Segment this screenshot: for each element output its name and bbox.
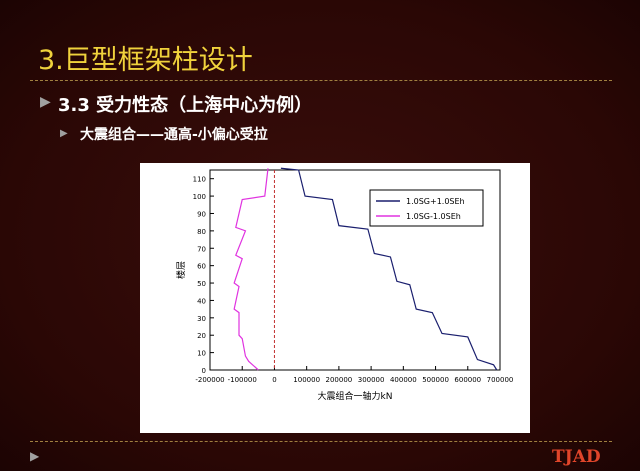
bullet: 3.3 受力性态（上海中心为例） [58,95,313,116]
bullet-icon: ▶ [60,128,68,139]
x-tick-label: 700000 [487,376,514,384]
x-tick-label: 600000 [454,376,481,384]
x-tick-label: -200000 [195,376,224,384]
y-axis-label: 楼层 [175,261,187,279]
sub-bullet: 大震组合——通高-小偏心受拉 [80,127,268,143]
y-tick-label: 30 [197,315,206,323]
y-tick-label: 90 [197,210,206,218]
x-tick-label: 400000 [390,376,417,384]
slide-title: 3.巨型框架柱设计 [38,45,253,76]
plot-frame [209,169,501,371]
legend [369,189,484,227]
divider [30,441,612,442]
y-tick-label: 60 [197,263,206,271]
series-line [233,168,269,371]
y-tick-label: 0 [202,367,206,375]
x-axis-label: 大震组合一轴力kN [318,390,393,402]
legend-label: 1.0SG+1.0SEh [406,197,465,206]
footer-icon: ▶ [30,449,40,463]
series-line [280,167,498,371]
y-tick-label: 100 [193,193,206,201]
y-tick-label: 40 [197,297,206,305]
footer-logo: TJAD [552,447,601,467]
x-tick-label: -100000 [228,376,257,384]
x-tick-label: 500000 [422,376,449,384]
y-tick-label: 20 [197,332,206,340]
y-tick-label: 80 [197,228,206,236]
divider [30,80,612,81]
bullet-icon: ▶ [40,94,51,110]
y-tick-label: 10 [197,350,206,358]
legend-label: 1.0SG-1.0SEh [406,212,461,221]
y-tick-label: 70 [197,245,206,253]
chart: -200000 -100000 0 100000 200000 300000 400000 5… [140,163,530,433]
y-tick-label: 50 [197,280,206,288]
x-tick-label: 0 [272,376,276,384]
x-tick-label: 100000 [293,376,320,384]
y-tick-label: 110 [193,176,206,184]
x-tick-label: 300000 [358,376,385,384]
x-tick-label: 200000 [326,376,353,384]
